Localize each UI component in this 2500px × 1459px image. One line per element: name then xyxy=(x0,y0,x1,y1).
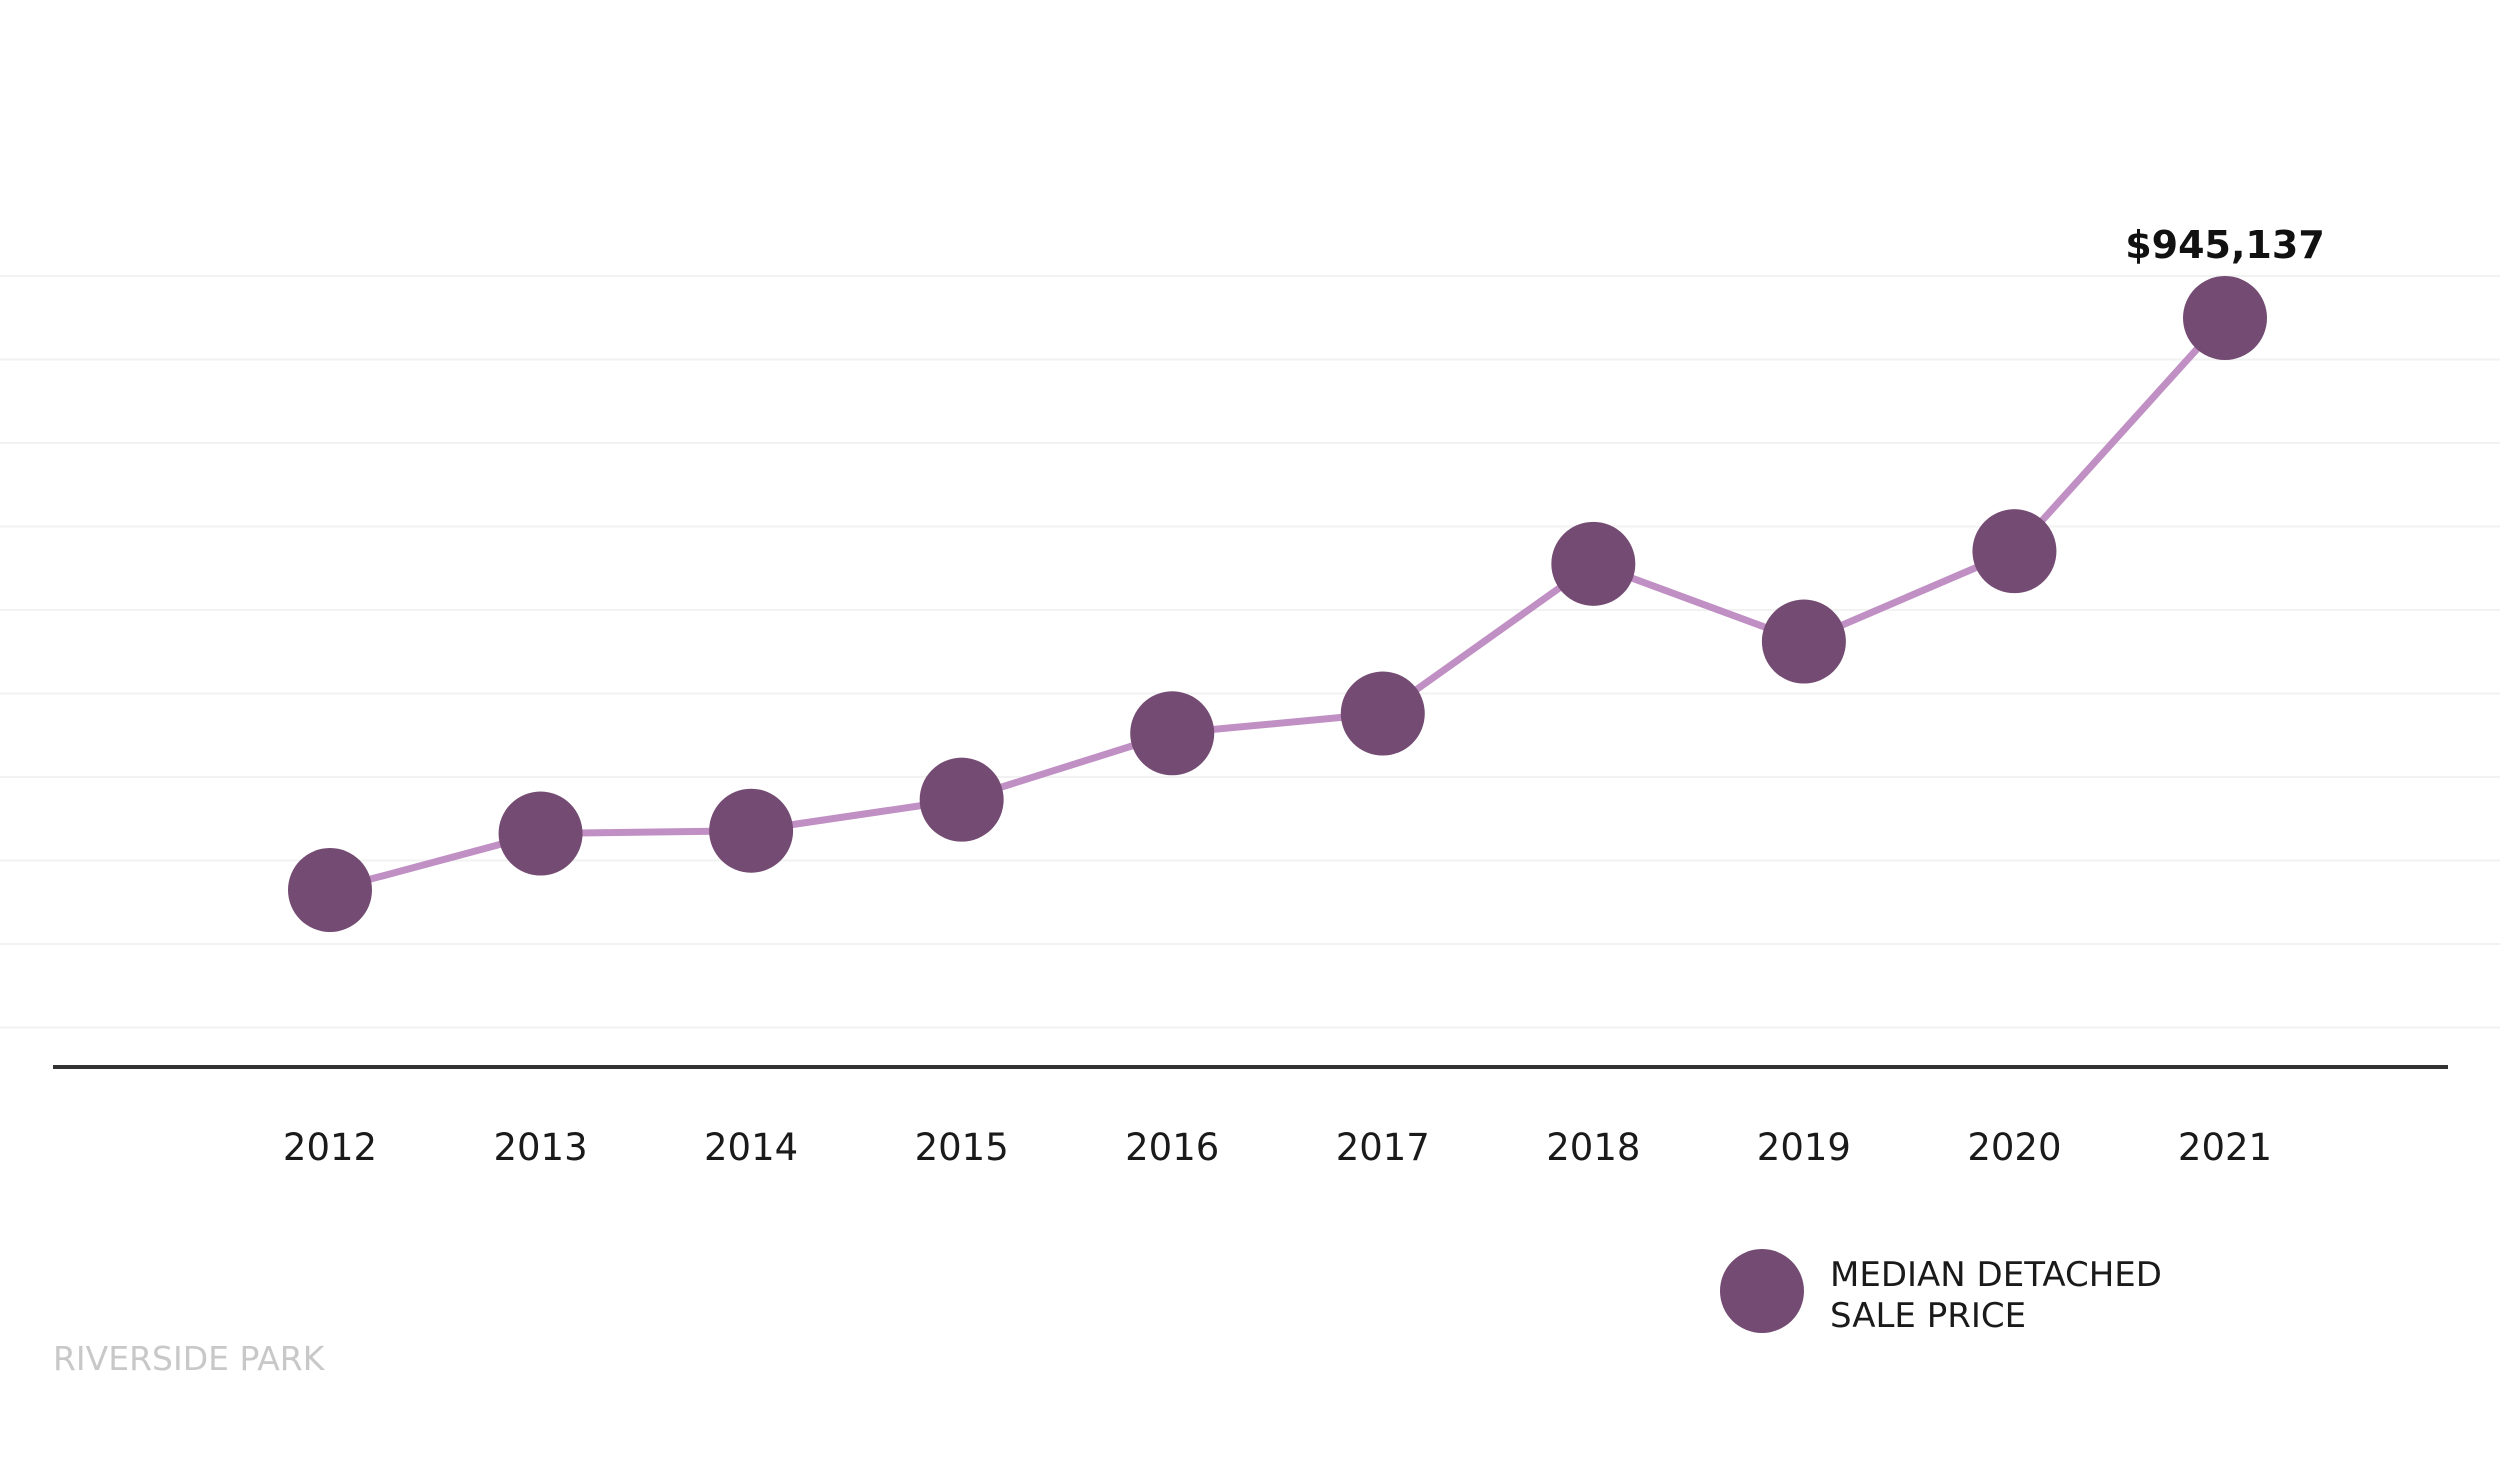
data-point-2016 xyxy=(1130,691,1215,776)
data-point-2013 xyxy=(498,791,583,876)
legend: MEDIAN DETACHED SALE PRICE xyxy=(1720,1249,2162,1336)
x-tick-label-2017: 2017 xyxy=(1336,1126,1430,1169)
x-tick-label-2015: 2015 xyxy=(915,1126,1009,1169)
x-tick-label-2020: 2020 xyxy=(1967,1126,2061,1169)
data-point-2018 xyxy=(1551,521,1636,606)
data-point-2015 xyxy=(919,757,1004,842)
gridlines xyxy=(0,275,2500,1029)
x-tick-label-2013: 2013 xyxy=(493,1126,587,1169)
data-point-2014 xyxy=(709,788,794,873)
x-tick-label-2014: 2014 xyxy=(704,1126,798,1169)
x-axis-tick-labels: 2012 2013 2014 2015 2016 2017 2018 2019 2020 2021 xyxy=(283,1126,2272,1169)
data-point-2012 xyxy=(288,848,372,932)
legend-marker-icon xyxy=(1720,1249,1804,1333)
data-point-2021 xyxy=(2183,276,2267,360)
watermark-text: RIVERSIDE PARK xyxy=(53,1339,326,1378)
x-tick-label-2018: 2018 xyxy=(1546,1126,1640,1169)
x-tick-label-2012: 2012 xyxy=(283,1126,377,1169)
data-label-2021: $945,137 xyxy=(2125,223,2325,267)
data-labels: $945,137 xyxy=(2125,223,2325,267)
series-line xyxy=(329,315,2228,894)
legend-label-line-1: MEDIAN DETACHED xyxy=(1830,1255,2162,1295)
x-tick-label-2021: 2021 xyxy=(2178,1126,2272,1169)
data-point-2017 xyxy=(1340,671,1425,756)
data-point-2020 xyxy=(1972,509,2057,594)
x-tick-label-2019: 2019 xyxy=(1757,1126,1851,1169)
legend-label-line-2: SALE PRICE xyxy=(1830,1296,2026,1336)
series-median-detached-sale-price xyxy=(288,276,2267,932)
data-point-2019 xyxy=(1761,599,1846,684)
x-tick-label-2016: 2016 xyxy=(1125,1126,1219,1169)
